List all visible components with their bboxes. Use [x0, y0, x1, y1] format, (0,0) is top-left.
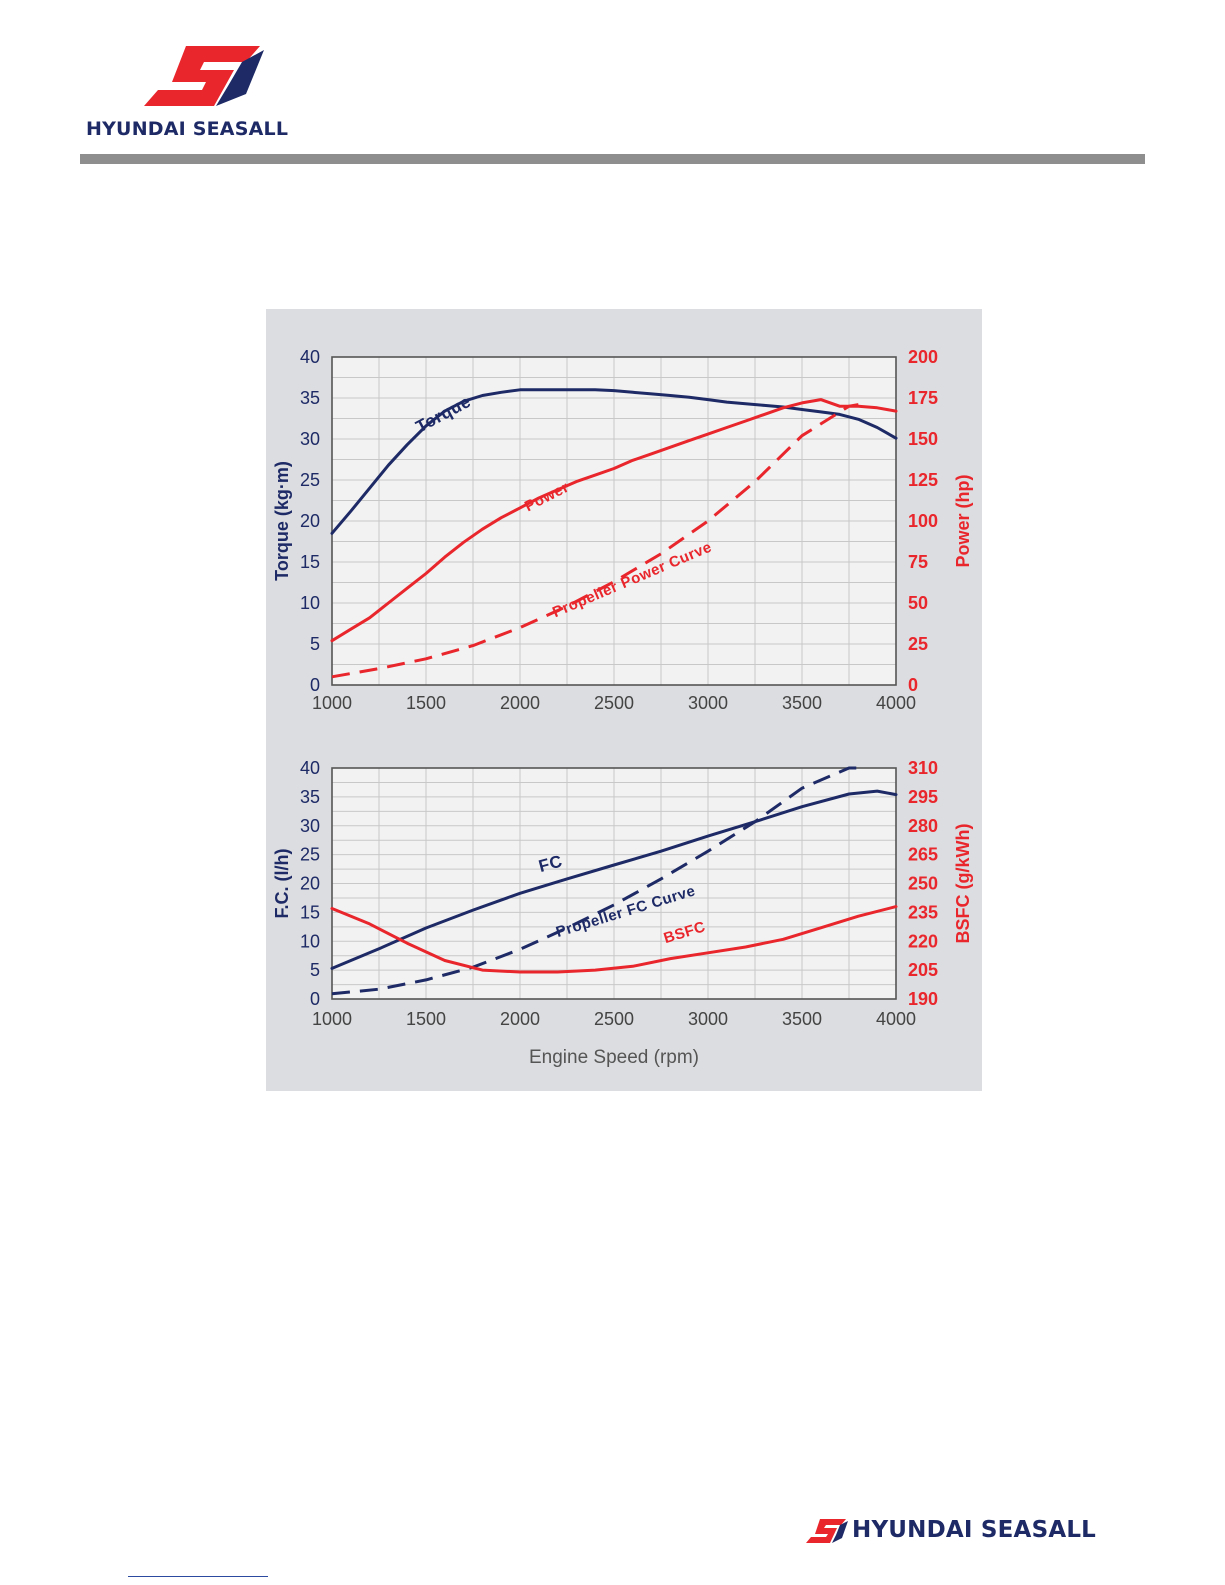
- series-line-torque: [330, 388, 898, 535]
- y-left-tick-label: 30: [300, 816, 320, 836]
- x-tick-label: 2000: [500, 1009, 540, 1029]
- y-left-tick-label: 5: [310, 634, 320, 654]
- series-line-propeller-fc-curve: [331, 766, 859, 996]
- y-left-tick-label: 35: [300, 787, 320, 807]
- y-right-tick-label: 25: [908, 634, 928, 654]
- x-tick-label: 1500: [406, 693, 446, 713]
- chart-1: 1000 1500 2000 2500 3000 3500 4000051015202530…: [272, 347, 973, 713]
- y-right-tick-label: 265: [908, 845, 938, 865]
- y-left-tick-label: 0: [310, 989, 320, 1009]
- y-right-tick-label: 75: [908, 552, 928, 572]
- header-logo: HYUNDAI SEASALL: [86, 40, 316, 140]
- y-left-tick-label: 10: [300, 593, 320, 613]
- x-tick-label: 4000: [876, 1009, 916, 1029]
- y-right-tick-label: 295: [908, 787, 938, 807]
- y-right-tick-label: 310: [908, 758, 938, 778]
- y-right-tick-label: 100: [908, 511, 938, 531]
- x-tick-label: 3000: [688, 693, 728, 713]
- x-tick-label: 1500: [406, 1009, 446, 1029]
- y-right-tick-label: 190: [908, 989, 938, 1009]
- y-right-tick-label: 50: [908, 593, 928, 613]
- footer-link-underline: [128, 1576, 268, 1577]
- y-left-tick-label: 20: [300, 511, 320, 531]
- y-left-tick-label: 0: [310, 675, 320, 695]
- seasall-emblem-icon: [806, 1519, 848, 1543]
- header-divider: [80, 154, 1145, 164]
- y-right-tick-label: 205: [908, 960, 938, 980]
- y-left-tick-label: 25: [300, 845, 320, 865]
- y-left-tick-label: 20: [300, 874, 320, 894]
- x-tick-label: 3500: [782, 693, 822, 713]
- y-right-axis-title: Power (hp): [953, 474, 973, 567]
- x-tick-label: 1000: [312, 693, 352, 713]
- x-tick-label: 3500: [782, 1009, 822, 1029]
- chart-2: 1000 1500 2000 2500 3000 3500 4000 0 5 10 15 20 25 30…: [272, 758, 973, 1068]
- y-right-tick-label: 235: [908, 902, 938, 922]
- y-left-tick-label: 40: [300, 347, 320, 367]
- x-axis-title: Engine Speed (rpm): [529, 1047, 699, 1068]
- y-right-tick-label: 175: [908, 388, 938, 408]
- y-right-tick-label: 200: [908, 347, 938, 367]
- performance-charts: 1000 1500 2000 2500 3000 3500 4000051015202530…: [272, 347, 973, 1068]
- y-left-axis-title: F.C. (l/h): [272, 849, 292, 919]
- chart-panel: 1000 1500 2000 2500 3000 3500 4000 0 5 10 15 20 25 30…: [266, 309, 982, 1091]
- y-right-tick-label: 250: [908, 874, 938, 894]
- plot-frame: [331, 356, 897, 686]
- y-left-tick-label: 5: [310, 960, 320, 980]
- x-tick-label: 2500: [594, 693, 634, 713]
- seasall-emblem-icon: [144, 46, 264, 106]
- x-tick-label: 4000: [876, 693, 916, 713]
- series-line-power: [330, 398, 898, 643]
- y-right-tick-label: 280: [908, 816, 938, 836]
- x-tick-label: 2000: [500, 693, 540, 713]
- footer-brand-text: HYUNDAI SEASALL: [852, 1517, 1097, 1543]
- y-left-tick-label: 10: [300, 931, 320, 951]
- y-left-tick-label: 15: [300, 552, 320, 572]
- x-tick-label: 3000: [688, 1009, 728, 1029]
- series-line-bsfc: [330, 905, 898, 974]
- x-tick-label: 2500: [594, 1009, 634, 1029]
- y-left-tick-label: 25: [300, 470, 320, 490]
- y-left-tick-label: 30: [300, 429, 320, 449]
- header-brand-text: HYUNDAI SEASALL: [86, 118, 289, 140]
- x-tick-label: 1000: [312, 1009, 352, 1029]
- y-right-tick-label: 150: [908, 429, 938, 449]
- y-left-axis-title: Torque (kg·m): [272, 461, 292, 581]
- y-left-tick-label: 40: [300, 758, 320, 778]
- y-right-tick-label: 220: [908, 931, 938, 951]
- series-line-fc: [330, 789, 898, 970]
- y-left-tick-label: 15: [300, 902, 320, 922]
- y-right-axis-title: BSFC (g/kWh): [953, 824, 973, 944]
- y-right-tick-label: 125: [908, 470, 938, 490]
- y-right-tick-label: 0: [908, 675, 918, 695]
- series-line-propeller-power-curve: [331, 403, 859, 679]
- plot-frame: [331, 767, 897, 1000]
- y-left-tick-label: 35: [300, 388, 320, 408]
- footer-logo: HYUNDAI SEASALL: [806, 1517, 1136, 1547]
